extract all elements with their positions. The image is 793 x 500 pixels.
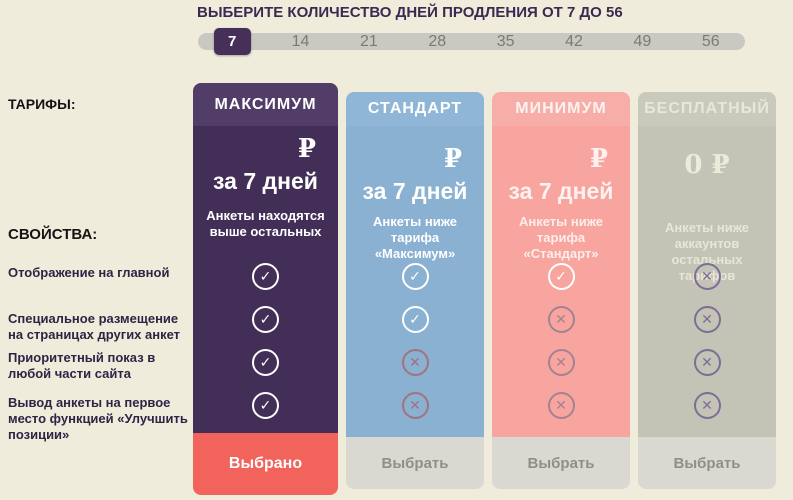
tariff-description-minimum: Анкеты ниже тарифа «Стандарт»: [518, 214, 603, 261]
price-period-maximum: за 7 дней: [213, 168, 318, 194]
cross-icon: ✕: [693, 306, 721, 333]
feature-label-special-placement: Специальное размещение на страницах друг…: [8, 311, 181, 342]
day-option-28[interactable]: 28: [428, 32, 447, 50]
day-option-selected[interactable]: 7: [213, 28, 251, 55]
feature-row: ✕: [346, 384, 484, 427]
feature-row: ✕: [492, 298, 630, 341]
day-option-14[interactable]: 14: [291, 32, 310, 50]
tariff-description-standard: Анкеты ниже тарифа «Максимум»: [372, 214, 457, 261]
check-icon: ✓: [252, 392, 279, 419]
day-option-21[interactable]: 21: [360, 32, 378, 50]
feature-label-main-page: Отображение на главной: [8, 265, 170, 280]
feature-row: ✕: [638, 255, 776, 298]
tariff-body-standard: ₽ за 7 дней Анкеты ниже тарифа «Максимум…: [346, 126, 484, 437]
page-title: ВЫБЕРИТЕ КОЛИЧЕСТВО ДНЕЙ ПРОДЛЕНИЯ ОТ 7 …: [197, 4, 623, 21]
feature-icons-free: ✕ ✕ ✕ ✕: [638, 255, 776, 427]
price-minimum: ₽: [589, 144, 608, 174]
cross-icon: ✕: [693, 349, 721, 376]
price-period-standard: за 7 дней: [362, 178, 468, 204]
feature-row: ✕: [638, 298, 776, 341]
day-option-7[interactable]: 7: [198, 28, 266, 55]
tariff-column-minimum: МИНИМУМ ₽ за 7 дней Анкеты ниже тарифа «…: [492, 92, 630, 489]
tariff-body-free: 0 ₽ Анкеты ниже аккаунтов остальных тари…: [638, 126, 776, 437]
cross-icon: ✕: [401, 392, 429, 419]
cross-icon: ✕: [693, 263, 721, 290]
tariff-body-maximum: ₽ за 7 дней Анкеты находятся выше осталь…: [193, 126, 338, 433]
check-icon: ✓: [547, 263, 575, 290]
tariff-description-maximum: Анкеты находятся выше остальных: [206, 208, 325, 239]
tariff-body-minimum: ₽ за 7 дней Анкеты ниже тарифа «Стандарт…: [492, 126, 630, 437]
feature-row: ✓: [492, 255, 630, 298]
feature-label-first-place: Вывод анкеты на первое место функцией «У…: [8, 395, 188, 442]
cross-icon: ✕: [401, 349, 429, 376]
tariff-title-minimum: МИНИМУМ: [492, 92, 630, 126]
price-standard: ₽: [443, 144, 462, 174]
cross-icon: ✕: [693, 392, 721, 419]
day-option-35[interactable]: 35: [496, 32, 515, 50]
check-icon: ✓: [401, 263, 429, 290]
price-maximum: ₽: [297, 134, 316, 164]
tariff-description-free: Анкеты ниже аккаунтов остальных тарифов: [664, 220, 749, 283]
feature-row: ✕: [638, 341, 776, 384]
day-option-49[interactable]: 49: [633, 32, 652, 50]
select-button-minimum[interactable]: Выбрать: [492, 437, 630, 489]
check-icon: ✓: [252, 349, 279, 376]
feature-icons-maximum: ✓ ✓ ✓ ✓: [193, 255, 338, 427]
check-icon: ✓: [252, 263, 279, 290]
day-selector: 7 14 21 28 35 42 49 56: [198, 28, 745, 55]
tariff-title-free: БЕСПЛАТНЫЙ: [638, 92, 776, 126]
select-button-free[interactable]: Выбрать: [638, 437, 776, 489]
feature-label-priority-display: Приоритетный показ в любой части сайта: [8, 350, 156, 381]
feature-row: ✓: [346, 298, 484, 341]
tariff-column-maximum: МАКСИМУМ ₽ за 7 дней Анкеты находятся вы…: [193, 83, 338, 495]
tariff-column-free: БЕСПЛАТНЫЙ 0 ₽ Анкеты ниже аккаунтов ост…: [638, 92, 776, 489]
select-button-standard[interactable]: Выбрать: [346, 437, 484, 489]
properties-label: СВОЙСТВА:: [8, 226, 98, 243]
day-option-42[interactable]: 42: [565, 32, 583, 50]
check-icon: ✓: [252, 306, 279, 333]
feature-icons-minimum: ✓ ✕ ✕ ✕: [492, 255, 630, 427]
feature-row: ✓: [193, 298, 338, 341]
feature-row: ✕: [638, 384, 776, 427]
feature-row: ✓: [193, 384, 338, 427]
cross-icon: ✕: [547, 392, 575, 419]
tariff-title-maximum: МАКСИМУМ: [193, 83, 338, 126]
feature-row: ✕: [492, 384, 630, 427]
feature-icons-standard: ✓ ✓ ✕ ✕: [346, 255, 484, 427]
day-option-56[interactable]: 56: [701, 32, 720, 50]
tariffs-label: ТАРИФЫ:: [8, 96, 76, 112]
price-period-minimum: за 7 дней: [508, 178, 614, 204]
cross-icon: ✕: [547, 349, 575, 376]
tariff-title-standard: СТАНДАРТ: [346, 92, 484, 126]
cross-icon: ✕: [547, 306, 575, 333]
feature-row: ✓: [193, 255, 338, 298]
price-free: 0 ₽: [684, 150, 730, 180]
feature-row: ✓: [346, 255, 484, 298]
feature-row: ✕: [346, 341, 484, 384]
tariff-column-standard: СТАНДАРТ ₽ за 7 дней Анкеты ниже тарифа …: [346, 92, 484, 489]
check-icon: ✓: [401, 306, 429, 333]
feature-row: ✓: [193, 341, 338, 384]
selected-button-maximum[interactable]: Выбрано: [193, 433, 338, 495]
feature-row: ✕: [492, 341, 630, 384]
